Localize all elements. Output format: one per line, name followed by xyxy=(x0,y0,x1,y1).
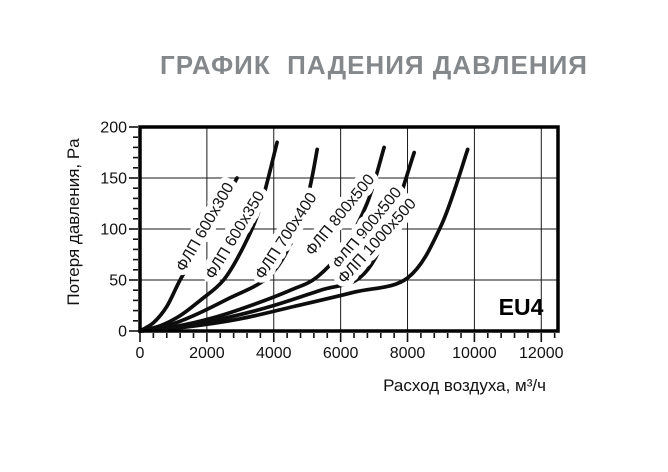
x-tick-label-0: 0 xyxy=(136,345,145,362)
curve-1000x500 xyxy=(138,147,470,333)
y-tick-label-100: 100 xyxy=(100,222,127,239)
y-tick-label-50: 50 xyxy=(109,273,127,290)
x-tick-label-4000: 4000 xyxy=(256,345,292,362)
filter-class-label: EU4 xyxy=(499,294,544,320)
x-tick-label-8000: 8000 xyxy=(390,345,426,362)
x-tick-label-10000: 10000 xyxy=(452,345,497,362)
page-title: ГРАФИК ПАДЕНИЯ ДАВЛЕНИЯ xyxy=(160,50,588,80)
tick-labels: 0 2000 4000 6000 8000 10000 12000 0 50 100 150 200 xyxy=(100,120,563,363)
x-tick-label-6000: 6000 xyxy=(323,345,359,362)
y-tick-label-0: 0 xyxy=(118,324,127,341)
y-tick-label-150: 150 xyxy=(100,171,127,188)
axis-ticks xyxy=(129,126,556,342)
curve-600x350 xyxy=(138,140,279,333)
y-tick-label-200: 200 xyxy=(100,120,127,137)
plot-frame xyxy=(138,125,560,333)
curve-600x300 xyxy=(138,176,239,333)
y-axis-title: Потеря давления, Pa xyxy=(64,138,83,306)
curves xyxy=(138,140,470,333)
x-axis-title: Расход воздуха, м³/ч xyxy=(383,376,546,395)
x-tick-label-2000: 2000 xyxy=(189,345,225,362)
x-tick-label-12000: 12000 xyxy=(519,345,564,362)
curve-700x400 xyxy=(138,147,320,333)
